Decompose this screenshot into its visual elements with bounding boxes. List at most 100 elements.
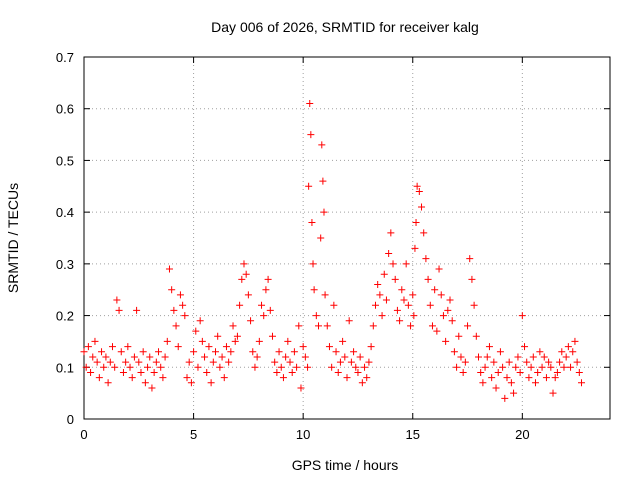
data-point [393, 306, 401, 314]
data-point [312, 312, 320, 320]
data-point [428, 322, 436, 330]
data-point [475, 353, 482, 361]
x-tick-label: 5 [190, 427, 197, 442]
data-point [409, 291, 417, 299]
data-point [545, 358, 553, 366]
data-point [196, 317, 204, 325]
y-tick-label: 0.5 [56, 153, 74, 168]
data-point [345, 317, 353, 325]
data-point [247, 317, 255, 325]
data-point [371, 301, 379, 309]
data-point [233, 332, 241, 340]
data-point [240, 260, 248, 268]
data-point [297, 384, 305, 392]
data-point [464, 322, 472, 330]
data-point [84, 343, 92, 351]
x-tick-label: 20 [515, 427, 529, 442]
data-point [203, 368, 211, 376]
data-point [334, 368, 342, 376]
data-point [201, 353, 209, 361]
data-point [407, 322, 415, 330]
data-point [150, 368, 158, 376]
data-point [382, 296, 390, 304]
data-point [396, 317, 404, 325]
data-point [315, 322, 323, 330]
data-point [161, 353, 169, 361]
data-point [271, 358, 279, 366]
data-point [309, 260, 317, 268]
data-point [214, 332, 222, 340]
data-point [172, 322, 180, 330]
data-point [305, 182, 313, 190]
data-point [137, 368, 145, 376]
data-point [510, 389, 518, 397]
data-point [122, 358, 130, 366]
data-point [104, 379, 112, 387]
data-point [318, 141, 326, 149]
data-point [347, 358, 355, 366]
data-point [299, 343, 307, 351]
data-point [238, 275, 246, 283]
data-point [251, 363, 259, 371]
data-point [310, 286, 318, 294]
data-point [542, 374, 550, 382]
data-point [185, 358, 193, 366]
data-point [564, 343, 572, 351]
data-point [560, 363, 568, 371]
data-point [179, 301, 187, 309]
data-point [328, 363, 336, 371]
data-point [170, 306, 178, 314]
data-point [128, 374, 136, 382]
data-point [222, 343, 230, 351]
data-point [126, 363, 134, 371]
data-point [400, 296, 408, 304]
data-point [293, 363, 301, 371]
data-point [117, 348, 125, 356]
data-point [163, 337, 171, 345]
data-point [190, 348, 198, 356]
data-point [343, 374, 351, 382]
data-point [499, 363, 507, 371]
data-point [426, 301, 434, 309]
data-point [558, 348, 566, 356]
data-point [549, 389, 557, 397]
data-point [218, 353, 226, 361]
data-point [503, 374, 511, 382]
data-point [356, 353, 364, 361]
data-point [562, 353, 570, 361]
data-point [225, 358, 233, 366]
data-point [304, 363, 312, 371]
data-point [194, 363, 202, 371]
data-point [157, 363, 165, 371]
data-point [266, 306, 274, 314]
data-point [155, 348, 163, 356]
data-point [290, 348, 298, 356]
data-point [229, 322, 237, 330]
x-axis-label: GPS time / hours [292, 457, 399, 473]
data-point [490, 358, 498, 366]
data-point [209, 358, 217, 366]
data-point [124, 343, 132, 351]
data-point [529, 353, 537, 361]
data-point [212, 348, 219, 356]
y-tick-label: 0.2 [56, 309, 74, 324]
data-point [459, 368, 467, 376]
data-point [258, 301, 266, 309]
data-point [461, 358, 469, 366]
data-point [507, 379, 515, 387]
data-point [466, 255, 474, 263]
data-point [518, 312, 526, 320]
data-point [187, 379, 195, 387]
data-point [444, 306, 452, 314]
data-point [82, 363, 90, 371]
chart-title: Day 006 of 2026, SRMTID for receiver kal… [211, 19, 479, 35]
data-point [308, 218, 316, 226]
data-point [385, 250, 393, 258]
data-point [450, 348, 458, 356]
data-point [492, 384, 500, 392]
data-point [306, 100, 314, 108]
data-point [470, 301, 478, 309]
data-point [130, 353, 138, 361]
data-points [80, 100, 586, 402]
data-point [556, 358, 564, 366]
